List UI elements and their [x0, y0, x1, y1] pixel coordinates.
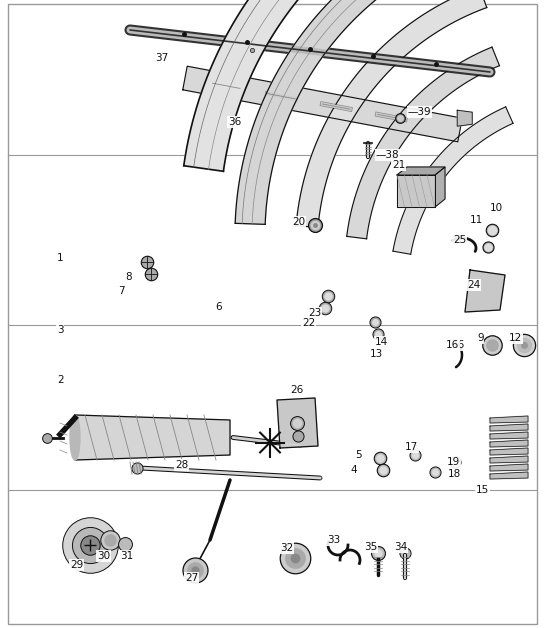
Text: 6: 6 — [215, 302, 222, 312]
Polygon shape — [393, 107, 513, 254]
Polygon shape — [235, 0, 476, 224]
Polygon shape — [490, 440, 528, 447]
Text: 24: 24 — [467, 280, 480, 290]
Text: 14: 14 — [375, 337, 388, 347]
Text: 30: 30 — [97, 551, 110, 561]
Text: 10: 10 — [490, 203, 503, 213]
Text: 32: 32 — [280, 543, 293, 553]
Text: 35: 35 — [364, 542, 377, 552]
Polygon shape — [397, 167, 445, 175]
Text: 7: 7 — [118, 286, 125, 296]
Text: 37: 37 — [155, 53, 168, 63]
Text: —38: —38 — [376, 150, 399, 160]
Text: 27: 27 — [185, 573, 198, 583]
Polygon shape — [490, 448, 528, 455]
Text: 9: 9 — [477, 333, 483, 343]
Text: 28: 28 — [175, 460, 188, 470]
Text: 4: 4 — [350, 465, 356, 475]
Text: 19: 19 — [447, 457, 460, 467]
Text: 25: 25 — [453, 235, 467, 245]
Text: 26: 26 — [290, 385, 303, 395]
Text: 5: 5 — [355, 450, 362, 460]
Text: 23: 23 — [308, 308, 321, 318]
Text: 16: 16 — [446, 340, 459, 350]
Text: 36: 36 — [228, 117, 241, 127]
Text: 29: 29 — [70, 560, 83, 570]
Text: 33: 33 — [327, 535, 340, 545]
Text: 18: 18 — [448, 469, 461, 479]
Polygon shape — [75, 415, 230, 460]
Text: 16: 16 — [452, 340, 465, 350]
Text: 20: 20 — [292, 217, 305, 227]
Text: —39: —39 — [408, 107, 432, 117]
Text: 17: 17 — [405, 442, 418, 452]
Text: 8: 8 — [125, 272, 132, 282]
Text: 22: 22 — [302, 318, 315, 328]
Ellipse shape — [70, 415, 80, 460]
Polygon shape — [183, 66, 462, 142]
Text: 11: 11 — [470, 215, 483, 225]
Polygon shape — [490, 416, 528, 423]
Polygon shape — [490, 456, 528, 463]
Polygon shape — [347, 47, 499, 239]
Text: 2: 2 — [57, 375, 64, 385]
Polygon shape — [490, 432, 528, 439]
Text: 13: 13 — [370, 349, 383, 359]
Polygon shape — [465, 270, 505, 312]
Text: 31: 31 — [120, 551, 133, 561]
Polygon shape — [490, 472, 528, 479]
Text: 34: 34 — [394, 542, 407, 552]
Polygon shape — [435, 167, 445, 207]
Text: 1: 1 — [57, 253, 64, 263]
Polygon shape — [490, 464, 528, 471]
Polygon shape — [296, 0, 487, 227]
Polygon shape — [490, 424, 528, 431]
Text: 21: 21 — [392, 160, 405, 170]
Polygon shape — [457, 110, 472, 126]
Polygon shape — [397, 175, 435, 207]
Text: 12: 12 — [509, 333, 522, 343]
Text: 3: 3 — [57, 325, 64, 335]
Text: 15: 15 — [476, 485, 489, 495]
Polygon shape — [277, 398, 318, 448]
Polygon shape — [184, 0, 480, 171]
